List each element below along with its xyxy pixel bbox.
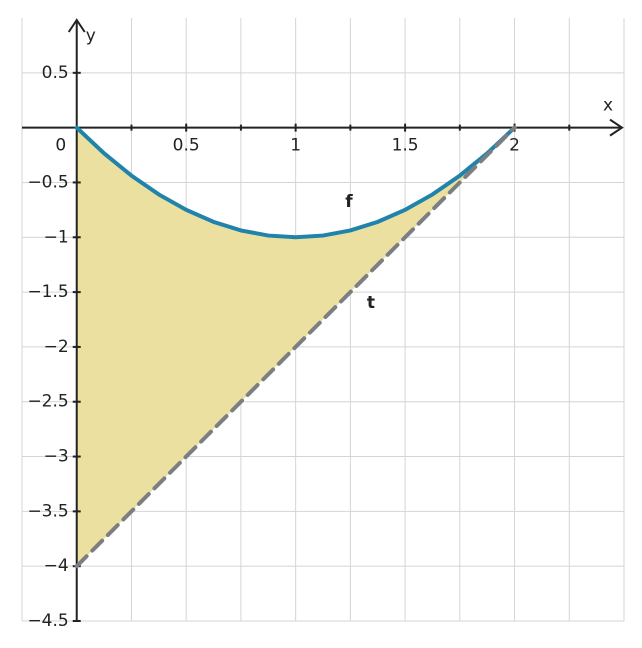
y-tick-label: −2.5 bbox=[27, 392, 68, 412]
curve-label: f bbox=[345, 192, 353, 212]
x-axis-label: x bbox=[603, 96, 613, 116]
x-tick-label: 1 bbox=[290, 136, 301, 156]
y-tick-label: −1.5 bbox=[27, 282, 68, 302]
function-curve bbox=[74, 125, 517, 569]
area-between bbox=[76, 127, 515, 567]
x-tick-label: 0 bbox=[55, 136, 66, 156]
y-tick-label: 0.5 bbox=[42, 63, 69, 83]
y-tick-label: −3.5 bbox=[27, 501, 68, 521]
y-tick-label: −0.5 bbox=[27, 172, 68, 192]
y-axis-arrow bbox=[67, 18, 86, 33]
x-tick-label: 0.5 bbox=[173, 136, 200, 156]
y-tick-label: −4.5 bbox=[27, 611, 68, 631]
x-tick-label: 2 bbox=[509, 136, 520, 156]
y-axis-label: y bbox=[86, 26, 96, 46]
x-tick-label: 1.5 bbox=[392, 136, 419, 156]
curve-label: t bbox=[367, 293, 375, 313]
x-axis-arrow bbox=[609, 118, 624, 137]
y-tick-label: −3 bbox=[44, 447, 69, 467]
y-tick-label: −2 bbox=[44, 337, 69, 357]
y-tick-label: −1 bbox=[44, 227, 69, 247]
function-curve bbox=[74, 125, 517, 240]
y-tick-label: −4 bbox=[44, 556, 69, 576]
